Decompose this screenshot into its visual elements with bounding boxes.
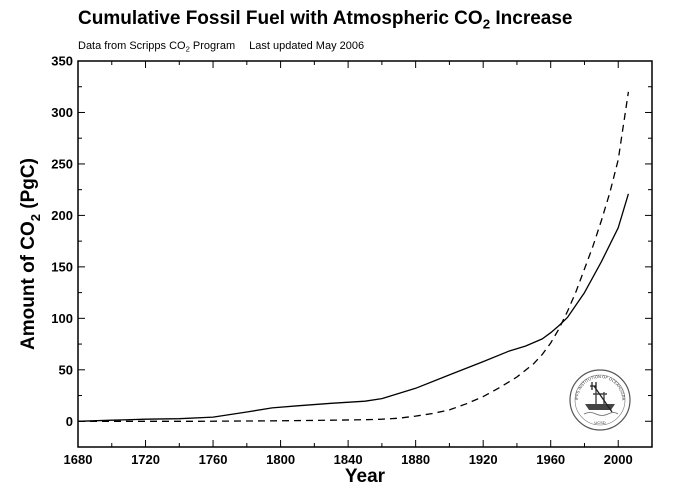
x-tick-label: 1680 xyxy=(64,452,93,467)
x-tick-label: 1800 xyxy=(266,452,295,467)
series-atmospheric-co2-line xyxy=(77,193,630,422)
y-axis-title: Amount of CO2 (PgC) xyxy=(18,158,43,350)
trident-icon xyxy=(590,382,613,413)
plot-lines xyxy=(77,91,630,422)
x-tick-label: 1720 xyxy=(131,452,160,467)
y-tick-label: 250 xyxy=(51,156,73,171)
series-fossil-fuel-line xyxy=(78,91,630,422)
svg-text:SCRIPPS INSTITUTION OF OCEANOG: SCRIPPS INSTITUTION OF OCEANOGRAPHY xyxy=(0,0,626,401)
axis-ticks xyxy=(77,60,653,448)
x-tick-label: 1920 xyxy=(469,452,498,467)
chart-subtitle: Data from Scripps CO2 Program Last update… xyxy=(78,40,365,54)
y-tick-label: 100 xyxy=(51,311,73,326)
y-tick-label: 50 xyxy=(59,362,73,377)
x-tick-label: 1880 xyxy=(401,452,430,467)
x-tick-label: 1840 xyxy=(334,452,363,467)
scripps-seal-logo: SCRIPPS INSTITUTION OF OCEANOGRAPHY UCSD xyxy=(0,0,631,431)
chart-title: Cumulative Fossil Fuel with Atmospheric … xyxy=(78,8,573,32)
x-tick-label: 1960 xyxy=(536,452,565,467)
svg-text:UCSD: UCSD xyxy=(594,420,605,425)
x-tick-label: 1760 xyxy=(199,452,228,467)
y-tick-labels: 0 50 100 150 200 250 300 350 xyxy=(51,54,73,429)
y-tick-label: 150 xyxy=(51,259,73,274)
y-tick-label: 0 xyxy=(66,414,73,429)
y-tick-label: 200 xyxy=(51,208,73,223)
x-axis-title: Year xyxy=(345,466,386,487)
y-tick-label: 300 xyxy=(51,105,73,120)
y-tick-label: 350 xyxy=(51,54,73,69)
x-tick-labels: 1680 1720 1760 1800 1840 1880 1920 1960 2000 xyxy=(64,452,633,467)
x-tick-label: 2000 xyxy=(604,452,633,467)
plot-frame xyxy=(77,60,653,448)
